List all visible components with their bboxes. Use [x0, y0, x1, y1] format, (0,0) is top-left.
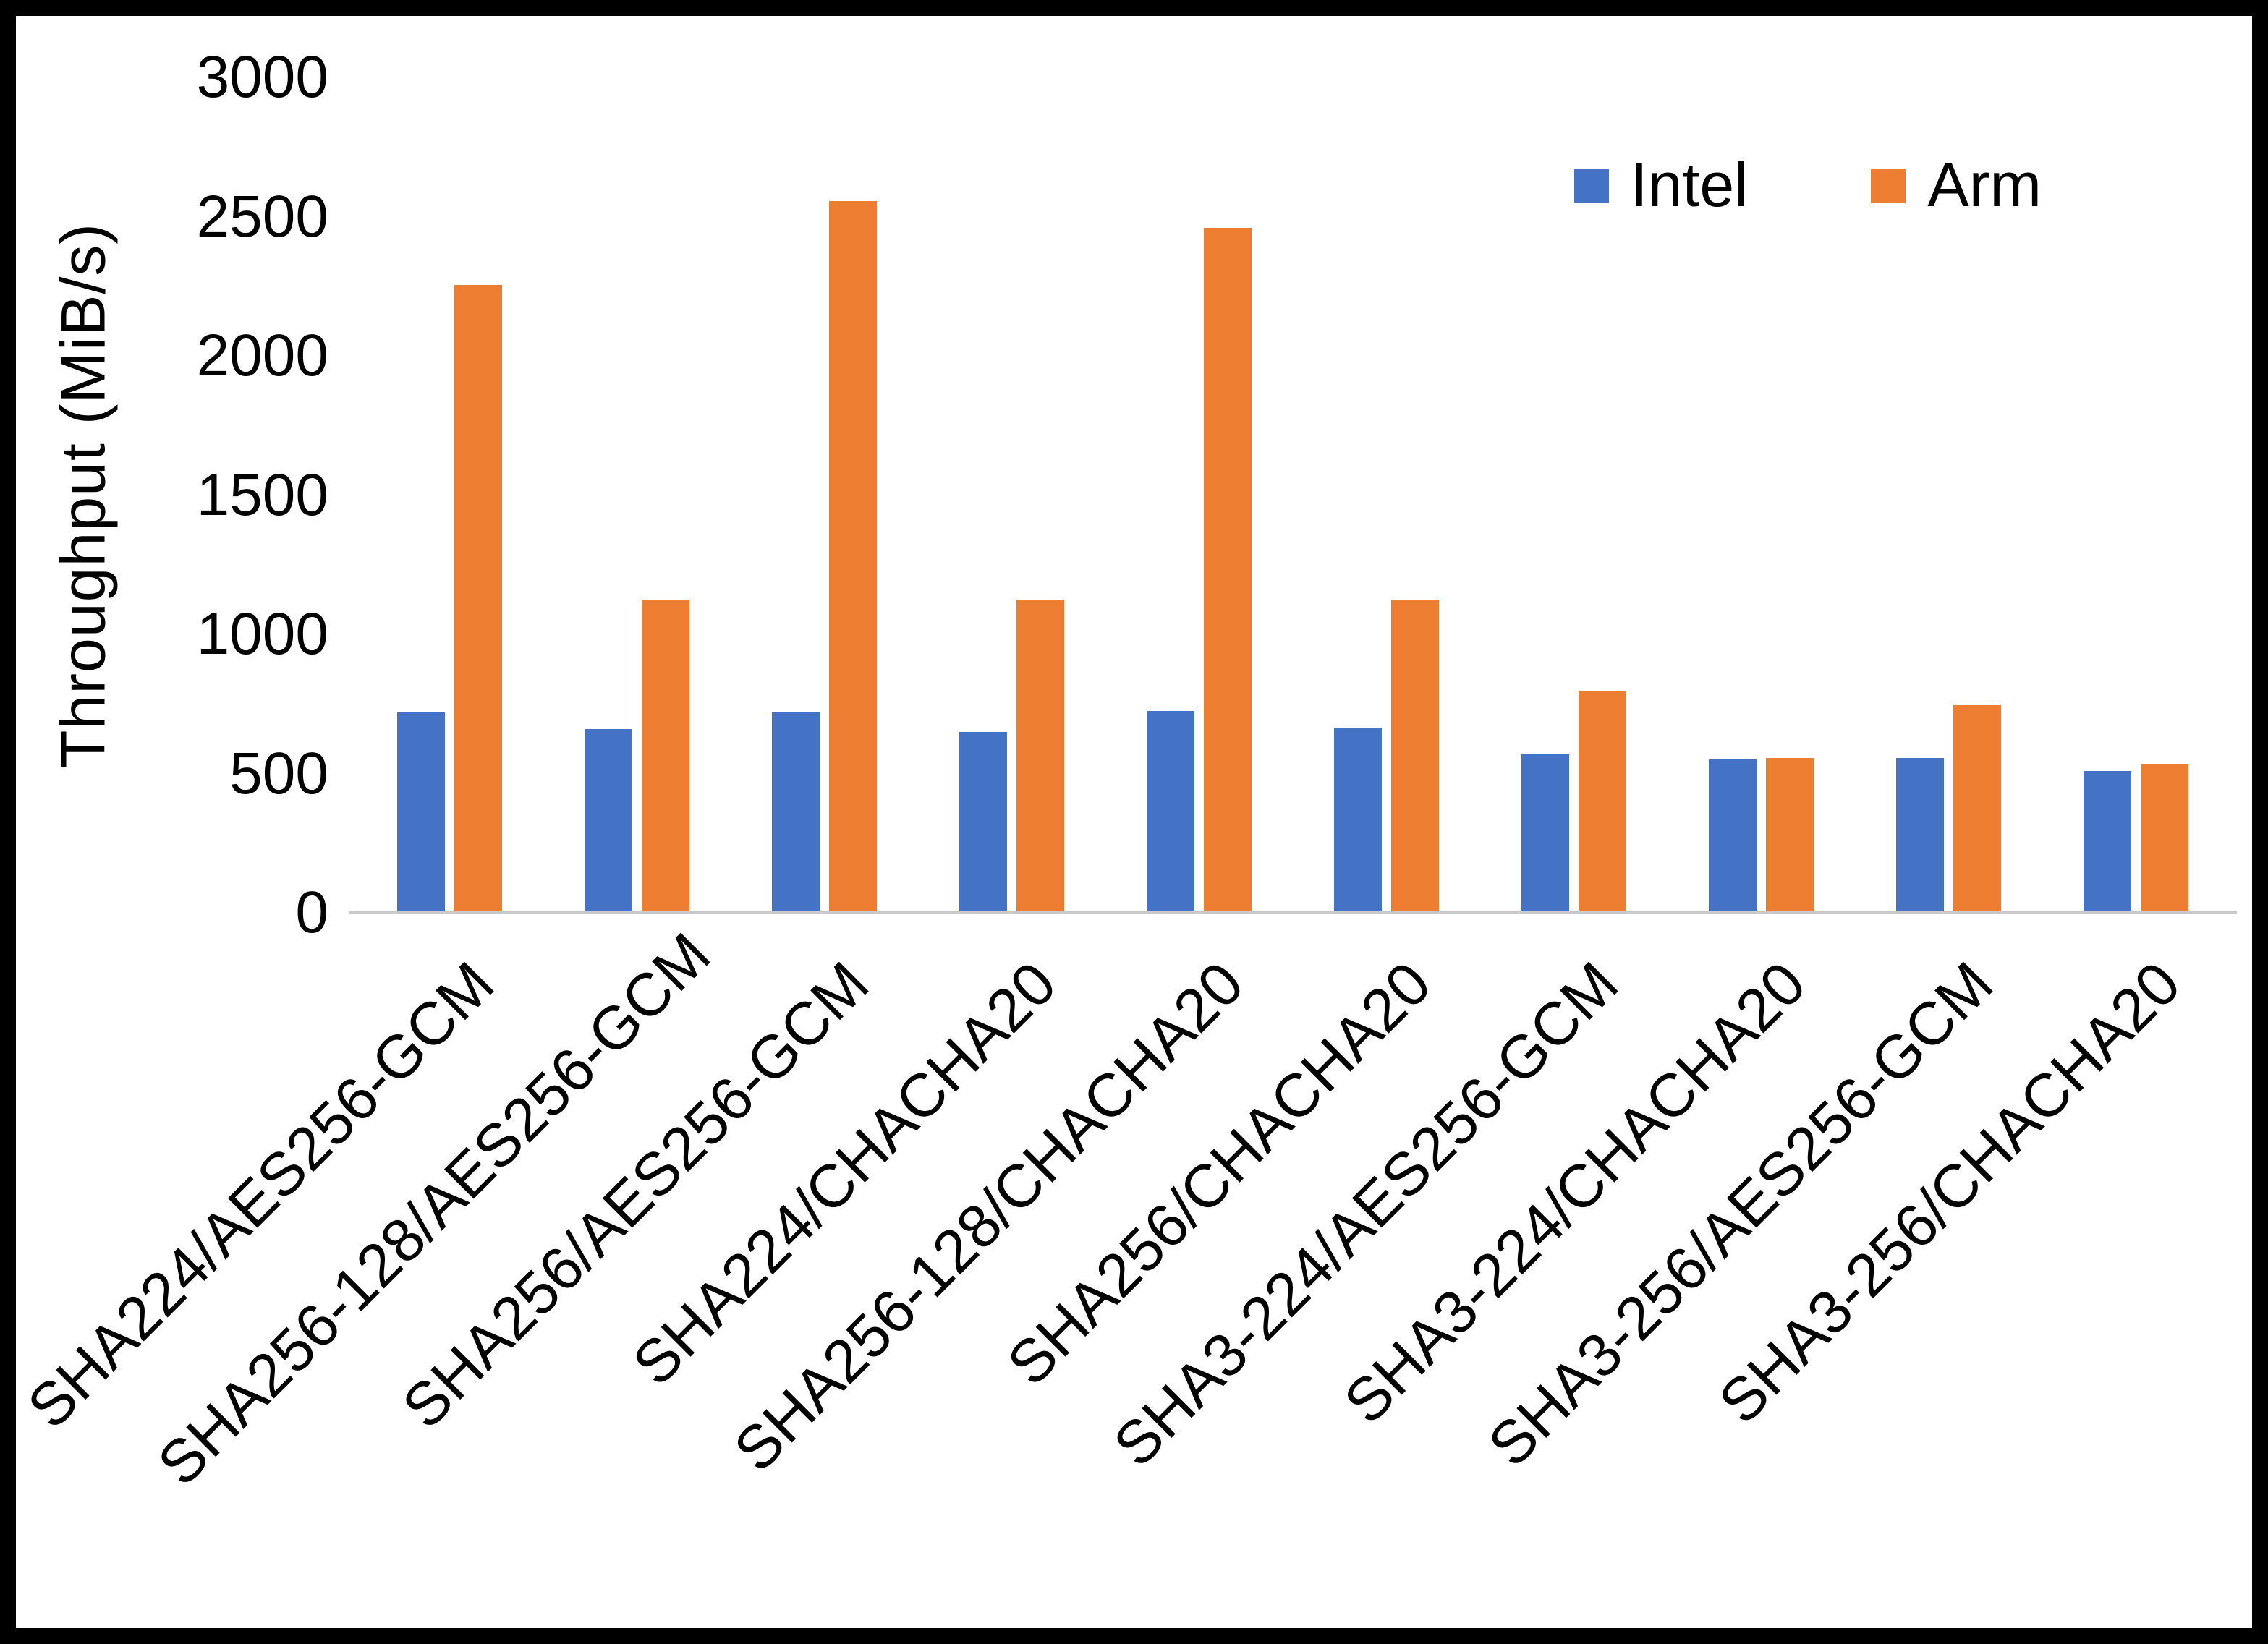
- bar-arm-sha256/chacha20: [1391, 599, 1439, 913]
- bar-intel-sha224/aes256-gcm: [397, 712, 445, 913]
- bar-arm-sha256-128/chacha20: [1204, 227, 1252, 913]
- bar-group: [918, 77, 1105, 913]
- y-axis-tick-label: 500: [229, 740, 328, 806]
- bar-group: [543, 77, 731, 913]
- bar-group: [356, 77, 543, 913]
- y-axis-tick-label: 1000: [196, 601, 328, 667]
- y-axis-tick-label: 2500: [196, 183, 328, 250]
- x-axis-labels: SHA224/AES256-GCM SHA256-128/AES256-GCM SH…: [14, 920, 2230, 1616]
- bar-intel-sha256-128/aes256-gcm: [585, 728, 632, 913]
- y-axis-tick-label: 3000: [196, 44, 328, 110]
- plot-area: Intel Arm: [349, 77, 2237, 914]
- y-axis-tick-labels: 0 500 1000 1500 2000 2500 3000: [117, 48, 328, 942]
- bar-group: [1105, 77, 1293, 913]
- bar-intel-sha256/chacha20: [1334, 727, 1382, 913]
- bar-arm-sha3-256/chacha20: [2141, 764, 2188, 913]
- bar-arm-sha256-128/aes256-gcm: [642, 599, 689, 913]
- bar-arm-sha3-256/aes256-gcm: [1953, 705, 2001, 913]
- bar-intel-sha3-224/aes256-gcm: [1521, 754, 1569, 913]
- bar-arm-sha3-224/aes256-gcm: [1579, 691, 1626, 913]
- bar-intel-sha224/chacha20: [959, 731, 1007, 913]
- legend-item-intel: Intel: [1573, 150, 1749, 221]
- y-axis-tick-label: 2000: [196, 323, 328, 388]
- y-axis-tick-label: 0: [295, 880, 328, 945]
- arm-legend-swatch-icon: [1871, 168, 1906, 203]
- bar-intel-sha3-256/chacha20: [2084, 770, 2131, 913]
- legend-label-intel: Intel: [1630, 150, 1749, 220]
- bar-arm-sha3-224/chacha20: [1766, 758, 1814, 913]
- legend-label-arm: Arm: [1927, 150, 2042, 220]
- legend-item-arm: Arm: [1871, 150, 2042, 221]
- y-axis-title: Throughput (MiB/s): [48, 222, 119, 768]
- x-axis-line: [349, 911, 2237, 914]
- legend: Intel Arm: [1573, 150, 2042, 221]
- bar-arm-sha256/aes256-gcm: [829, 201, 877, 913]
- bar-arm-sha224/aes256-gcm: [454, 284, 502, 913]
- bar-intel-sha3-224/chacha20: [1709, 759, 1757, 913]
- bar-arm-sha224/chacha20: [1016, 599, 1064, 913]
- bar-intel-sha256-128/chacha20: [1147, 710, 1194, 913]
- bar-group: [1855, 77, 2042, 913]
- bar-group: [1293, 77, 1480, 913]
- y-axis-tick-label: 1500: [196, 461, 328, 528]
- bar-group: [1480, 77, 1668, 913]
- bar-series-container: [356, 77, 2230, 913]
- bar-group: [1668, 77, 1855, 913]
- bar-group: [731, 77, 918, 913]
- bar-intel-sha256/aes256-gcm: [772, 712, 820, 913]
- bar-intel-sha3-256/aes256-gcm: [1896, 758, 1944, 913]
- intel-legend-swatch-icon: [1573, 168, 1609, 203]
- bar-group: [2042, 77, 2230, 913]
